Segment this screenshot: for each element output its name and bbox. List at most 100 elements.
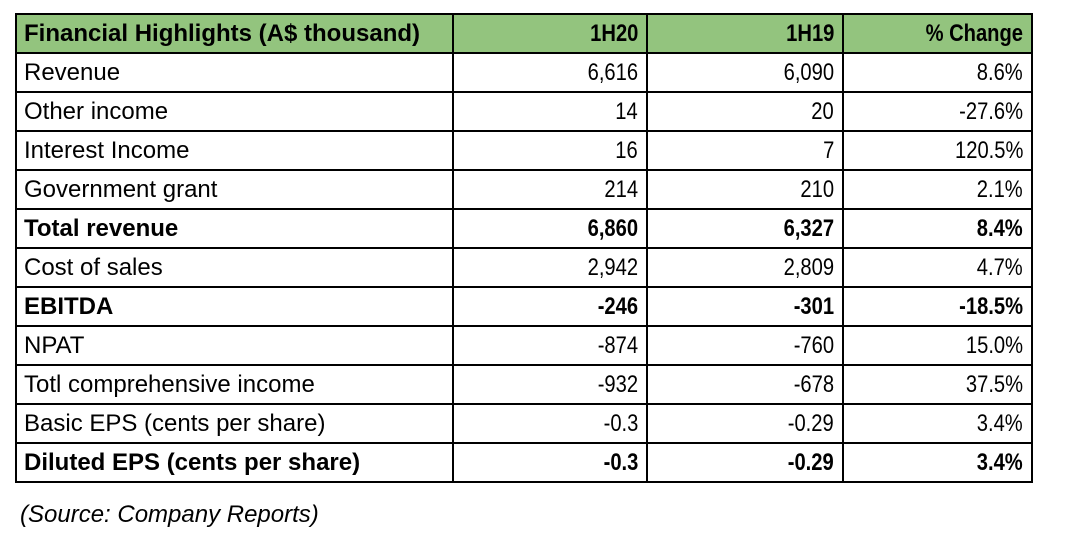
row-value-1h20: -0.3 [452, 442, 648, 483]
table-header-row: Financial Highlights (A$ thousand) 1H20 … [15, 13, 1033, 54]
row-value-pct-change: 37.5% [842, 364, 1033, 405]
row-value-1h20-text: -0.3 [603, 449, 638, 476]
row-value-pct-change: 2.1% [842, 169, 1033, 210]
row-value-1h20: -246 [452, 286, 648, 327]
row-value-pct-change-text: 37.5% [965, 371, 1023, 398]
row-value-1h19-text: -0.29 [788, 449, 834, 476]
row-value-1h19-text: -760 [793, 332, 834, 359]
table-row: EBITDA -246 -301 -18.5% [15, 286, 1033, 327]
row-value-pct-change-text: -27.6% [959, 98, 1023, 125]
row-value-pct-change: 8.6% [842, 52, 1033, 93]
row-value-1h20: 2,942 [452, 247, 648, 288]
table-row: Totl comprehensive income -932 -678 37.5… [15, 364, 1033, 405]
source-note: (Source: Company Reports) [20, 501, 319, 528]
row-value-pct-change-text: 3.4% [977, 449, 1023, 476]
table-row: Cost of sales 2,942 2,809 4.7% [15, 247, 1033, 288]
row-value-1h20-text: -0.3 [603, 410, 638, 437]
header-pct-change-cell: % Change [842, 13, 1033, 54]
row-value-1h20: 214 [452, 169, 648, 210]
row-value-pct-change-text: 15.0% [965, 332, 1023, 359]
row-value-pct-change: 15.0% [842, 325, 1033, 366]
row-label: Basic EPS (cents per share) [15, 403, 454, 444]
table-row: Revenue 6,616 6,090 8.6% [15, 52, 1033, 93]
row-value-pct-change: -18.5% [842, 286, 1033, 327]
row-value-1h19: -301 [646, 286, 844, 327]
header-1h19-label: 1H19 [785, 20, 834, 47]
header-1h19-cell: 1H19 [646, 13, 844, 54]
row-label: Revenue [15, 52, 454, 93]
table-row: Other income 14 20 -27.6% [15, 91, 1033, 132]
row-value-pct-change: 3.4% [842, 403, 1033, 444]
row-value-pct-change-text: -18.5% [959, 293, 1023, 320]
row-label: Government grant [15, 169, 454, 210]
row-value-1h20: -0.3 [452, 403, 648, 444]
row-value-1h20: 6,616 [452, 52, 648, 93]
financial-highlights-table: Financial Highlights (A$ thousand) 1H20 … [15, 13, 1033, 483]
row-value-1h19: 7 [646, 130, 844, 171]
row-value-1h20-text: 2,942 [587, 254, 638, 281]
row-value-1h19-text: -301 [793, 293, 834, 320]
row-value-1h19-text: 7 [822, 137, 834, 164]
row-label: NPAT [15, 325, 454, 366]
row-value-1h19-text: 6,327 [783, 215, 834, 242]
row-value-1h19-text: 210 [800, 176, 834, 203]
row-value-1h19: 6,090 [646, 52, 844, 93]
row-value-pct-change: 3.4% [842, 442, 1033, 483]
row-value-pct-change-text: 4.7% [977, 254, 1023, 281]
row-value-1h19: 6,327 [646, 208, 844, 249]
row-value-1h19: 210 [646, 169, 844, 210]
row-value-1h20-text: 14 [615, 98, 638, 125]
row-value-1h19-text: 20 [811, 98, 834, 125]
row-value-1h20-text: -932 [597, 371, 638, 398]
row-value-1h20-text: 214 [604, 176, 638, 203]
row-value-1h19: -0.29 [646, 403, 844, 444]
row-value-pct-change: 8.4% [842, 208, 1033, 249]
row-label: Cost of sales [15, 247, 454, 288]
row-value-1h19-text: -0.29 [788, 410, 834, 437]
table-row: NPAT -874 -760 15.0% [15, 325, 1033, 366]
row-value-1h19: -760 [646, 325, 844, 366]
row-value-1h19-text: 6,090 [783, 59, 834, 86]
row-value-1h19-text: 2,809 [783, 254, 834, 281]
row-label: Interest Income [15, 130, 454, 171]
row-value-1h20-text: -246 [597, 293, 638, 320]
row-value-pct-change-text: 8.6% [977, 59, 1023, 86]
row-label: Totl comprehensive income [15, 364, 454, 405]
row-value-1h19: -0.29 [646, 442, 844, 483]
row-value-pct-change: 120.5% [842, 130, 1033, 171]
row-value-1h20-text: 16 [615, 137, 638, 164]
table-row: Interest Income 16 7 120.5% [15, 130, 1033, 171]
row-value-1h20-text: 6,616 [587, 59, 638, 86]
row-value-1h19-text: -678 [793, 371, 834, 398]
header-title-cell: Financial Highlights (A$ thousand) [15, 13, 454, 54]
row-value-1h20-text: -874 [597, 332, 638, 359]
table-row: Basic EPS (cents per share) -0.3 -0.29 3… [15, 403, 1033, 444]
row-value-1h20: 6,860 [452, 208, 648, 249]
row-value-1h20: -932 [452, 364, 648, 405]
table-row: Government grant 214 210 2.1% [15, 169, 1033, 210]
row-label: EBITDA [15, 286, 454, 327]
row-value-pct-change-text: 8.4% [977, 215, 1023, 242]
row-value-pct-change-text: 120.5% [954, 137, 1023, 164]
table-row: Total revenue 6,860 6,327 8.4% [15, 208, 1033, 249]
table-body: Revenue 6,616 6,090 8.6% Other income 14… [15, 52, 1033, 483]
row-value-1h19: 20 [646, 91, 844, 132]
row-label: Diluted EPS (cents per share) [15, 442, 454, 483]
row-value-1h20: 16 [452, 130, 648, 171]
row-value-pct-change-text: 2.1% [977, 176, 1023, 203]
header-pct-change-label: % Change [925, 20, 1023, 47]
table-row: Diluted EPS (cents per share) -0.3 -0.29… [15, 442, 1033, 483]
row-value-pct-change-text: 3.4% [977, 410, 1023, 437]
row-value-pct-change: 4.7% [842, 247, 1033, 288]
header-1h20-label: 1H20 [589, 20, 638, 47]
row-value-pct-change: -27.6% [842, 91, 1033, 132]
row-label: Total revenue [15, 208, 454, 249]
row-value-1h19: -678 [646, 364, 844, 405]
row-value-1h20-text: 6,860 [587, 215, 638, 242]
header-title-label: Financial Highlights (A$ thousand) [24, 20, 420, 47]
row-value-1h20: 14 [452, 91, 648, 132]
header-1h20-cell: 1H20 [452, 13, 648, 54]
row-label: Other income [15, 91, 454, 132]
row-value-1h20: -874 [452, 325, 648, 366]
